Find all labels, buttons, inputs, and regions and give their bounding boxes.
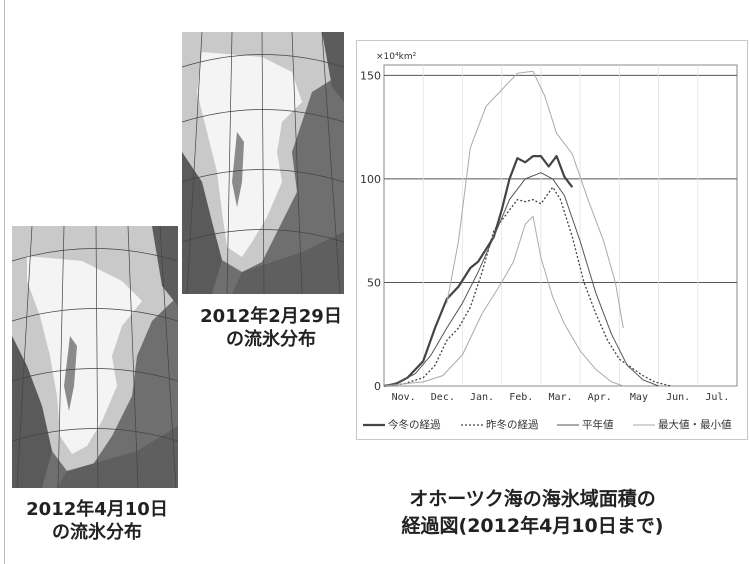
x-tick-label: May [630,392,648,403]
y-tick-label: 150 [360,69,381,82]
legend-item-last-winter: 昨冬の経過 [461,417,539,432]
plot-frame [383,64,738,387]
legend-item-this-winter: 今冬の経過 [363,417,441,432]
x-tick-label: Jun. [666,392,690,403]
legend-label-last-winter: 昨冬の経過 [486,419,539,431]
legend-label-max-min: 最大値・最小値 [658,419,732,431]
map-caption-feb29: 2012年2月29日 の流氷分布 [186,305,356,352]
y-tick-label: 100 [360,173,381,186]
legend-label-this-winter: 今冬の経過 [388,419,441,431]
x-tick-label: Dec. [431,392,455,403]
sea-ice-area-chart: 0 50 100 150 ×10⁴km² Nov. Dec. Jan. Feb. Mar. Apr.… [356,40,748,440]
chart-svg: 0 50 100 150 ×10⁴km² Nov. Dec. Jan. Feb. Mar. Apr.… [360,52,738,403]
chart-title-line2: 経過図(2012年4月10日まで) [401,514,664,537]
map-caption-apr10: 2012年4月10日 の流氷分布 [12,498,182,545]
chart-title: オホーツク海の海氷域面積の 経過図(2012年4月10日まで) [330,486,735,539]
ice-map-feb29 [182,32,344,294]
x-tick-label: Apr. [588,392,612,403]
x-tick-label: Jan. [470,392,494,403]
series-line-最小値 [383,215,624,387]
divider-line [4,0,5,564]
y-unit-label: ×10⁴km² [376,52,417,62]
legend-item-normal: 平年値 [557,417,614,432]
series-line-昨冬の経過 [383,186,671,387]
map-caption-feb29-sub: の流氷分布 [226,329,316,351]
y-tick-label: 0 [374,380,381,393]
y-tick-label: 50 [367,276,381,289]
x-tick-label: Feb. [509,392,533,403]
series-line-最大値 [446,70,624,329]
x-tick-label: Nov. [392,392,416,403]
map-caption-feb29-date: 2012年2月29日 [200,306,342,327]
series-line-平年値 [383,172,659,387]
x-tick-label: Mar. [548,392,572,403]
map-caption-apr10-date: 2012年4月10日 [26,499,168,520]
ice-map-apr10 [12,226,178,488]
legend-item-max-min: 最大値・最小値 [633,417,732,432]
map-caption-apr10-sub: の流氷分布 [52,522,142,544]
chart-legend: 今冬の経過 昨冬の経過 平年値 最大値・最小値 [357,413,747,435]
x-tick-label: Jul. [705,392,729,403]
chart-title-line1: オホーツク海の海氷域面積の [409,488,656,510]
legend-label-normal: 平年値 [582,419,614,431]
